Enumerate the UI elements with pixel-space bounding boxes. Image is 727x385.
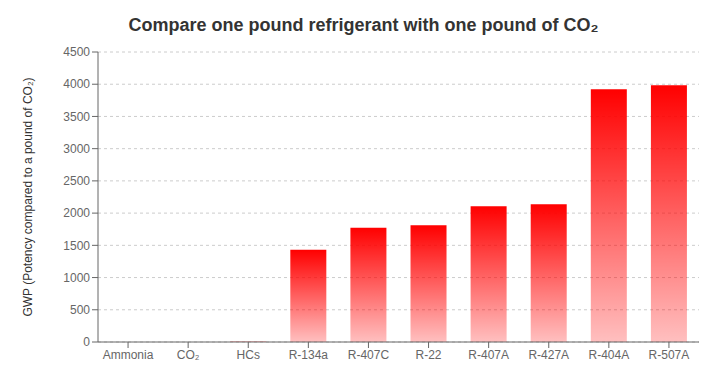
svg-text:R-507A: R-507A [649,348,690,362]
html-text:Compare one pound refrigerant: Compare one pound refrigerant with one p… [128,15,599,35]
svg-text:CO₂: CO₂ [177,348,200,362]
svg-text:Ammonia: Ammonia [103,348,154,362]
svg-text:1500: 1500 [63,239,90,253]
svg-text:4000: 4000 [63,77,90,91]
svg-text:R-22: R-22 [416,348,442,362]
svg-text:R-407C: R-407C [348,348,390,362]
svg-text:3500: 3500 [63,110,90,124]
svg-text:2500: 2500 [63,174,90,188]
svg-text:GWP (Potency compared to a pou: GWP (Potency compared to a pound of CO₂) [21,77,35,316]
svg-text:1000: 1000 [63,271,90,285]
svg-text:3000: 3000 [63,142,90,156]
svg-text:4500: 4500 [63,45,90,59]
svg-text:2000: 2000 [63,206,90,220]
svg-text:R-427A: R-427A [528,348,569,362]
svg-text:HCs: HCs [237,348,260,362]
svg-text:R-407A: R-407A [468,348,509,362]
svg-text:0: 0 [83,335,90,349]
svg-text:500: 500 [70,303,90,317]
svg-text:R-404A: R-404A [589,348,630,362]
svg-text:R-134a: R-134a [289,348,329,362]
